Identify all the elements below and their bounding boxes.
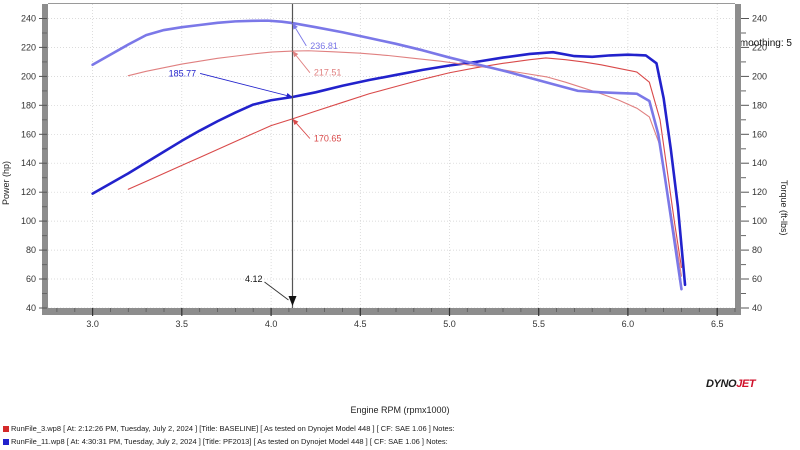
series-line-power-pf2013[interactable] bbox=[91, 50, 687, 287]
y-axis-left-tick: 100 bbox=[21, 216, 36, 226]
footer-run-row[interactable]: RunFile_11.wp8 [ At: 4:30:31 PM, Tuesday… bbox=[0, 435, 800, 448]
y-axis-right-tick: 240 bbox=[752, 14, 767, 24]
y-axis-right-tick: 40 bbox=[752, 303, 762, 313]
run-footer: RunFile_3.wp8 [ At: 2:12:26 PM, Tuesday,… bbox=[0, 422, 800, 448]
x-axis-tick: 5.5 bbox=[532, 319, 545, 329]
watermark-part-b: JET bbox=[736, 378, 756, 390]
x-axis-tick: 4.5 bbox=[354, 319, 367, 329]
x-axis-tick: 6.0 bbox=[622, 319, 635, 329]
y-axis-left-tick: 200 bbox=[21, 71, 36, 81]
run-marker-icon bbox=[3, 425, 9, 432]
y-axis-left-tick: 80 bbox=[26, 245, 36, 255]
y-axis-left-tick: 40 bbox=[26, 303, 36, 313]
x-axis-tick: 3.0 bbox=[86, 319, 99, 329]
footer-run-row[interactable]: RunFile_3.wp8 [ At: 2:12:26 PM, Tuesday,… bbox=[0, 422, 800, 435]
run-marker-icon bbox=[3, 438, 9, 445]
annotation-label-power-baseline: 170.65 bbox=[314, 134, 342, 144]
x-axis-tick: 5.0 bbox=[443, 319, 456, 329]
y-axis-left-tick: 220 bbox=[21, 42, 36, 52]
x-axis-tick: 6.5 bbox=[711, 319, 724, 329]
y-axis-right-tick: 60 bbox=[752, 274, 762, 284]
x-axis-title: Engine RPM (rpmx1000) bbox=[350, 405, 450, 415]
y-axis-left-tick: 180 bbox=[21, 100, 36, 110]
y-axis-left-title: Power (hp) bbox=[1, 160, 11, 205]
annotation-arrow-icon bbox=[292, 23, 298, 30]
y-axis-right-tick: 140 bbox=[752, 158, 767, 168]
annotation-arrow-icon bbox=[292, 118, 299, 126]
footer-run-text: RunFile_3.wp8 [ At: 2:12:26 PM, Tuesday,… bbox=[11, 424, 455, 433]
y-axis-right-tick: 220 bbox=[752, 42, 767, 52]
y-axis-left-tick: 120 bbox=[21, 187, 36, 197]
y-axis-left-tick: 60 bbox=[26, 274, 36, 284]
cursor-arrow-icon bbox=[288, 296, 297, 306]
annotation-label-torque-baseline: 217.51 bbox=[314, 68, 342, 78]
y-axis-left-tick: 240 bbox=[21, 14, 36, 24]
annotation-arrow-icon bbox=[292, 51, 299, 58]
series-line-torque-pf2013[interactable] bbox=[91, 19, 683, 291]
watermark-part-a: DYNO bbox=[706, 378, 737, 390]
y-axis-right-tick: 100 bbox=[752, 216, 767, 226]
x-axis-tick: 3.5 bbox=[176, 319, 189, 329]
annotation-arrow-icon bbox=[286, 92, 293, 99]
y-axis-right-tick: 160 bbox=[752, 129, 767, 139]
y-axis-right-title: Torque (ft-lbs) bbox=[779, 180, 789, 236]
y-axis-right-tick: 180 bbox=[752, 100, 767, 110]
annotation-label-torque-pf2013: 236.81 bbox=[310, 41, 338, 51]
footer-run-text: RunFile_11.wp8 [ At: 4:30:31 PM, Tuesday… bbox=[11, 437, 448, 446]
y-axis-right-tick: 120 bbox=[752, 187, 767, 197]
y-axis-right-tick: 80 bbox=[752, 245, 762, 255]
cursor-value-label: 4.12 bbox=[245, 274, 263, 284]
y-axis-left-tick: 160 bbox=[21, 129, 36, 139]
y-axis-left-tick: 140 bbox=[21, 158, 36, 168]
y-axis-right-tick: 200 bbox=[752, 71, 767, 81]
annotation-label-power-pf2013: 185.77 bbox=[169, 68, 197, 78]
cf-smoothing-note: CF: SAE Smoothing: 5 bbox=[691, 38, 792, 49]
series-line-torque-baseline[interactable] bbox=[127, 50, 683, 277]
x-axis-tick: 4.0 bbox=[265, 319, 278, 329]
dyno-plot[interactable]: 40 60 80 100 120 140 160 180 200 220 240 40 60 80 100 1… bbox=[0, 0, 800, 420]
series-line-power-baseline[interactable] bbox=[127, 57, 683, 269]
dynojet-watermark: DYNOJET bbox=[706, 378, 756, 390]
